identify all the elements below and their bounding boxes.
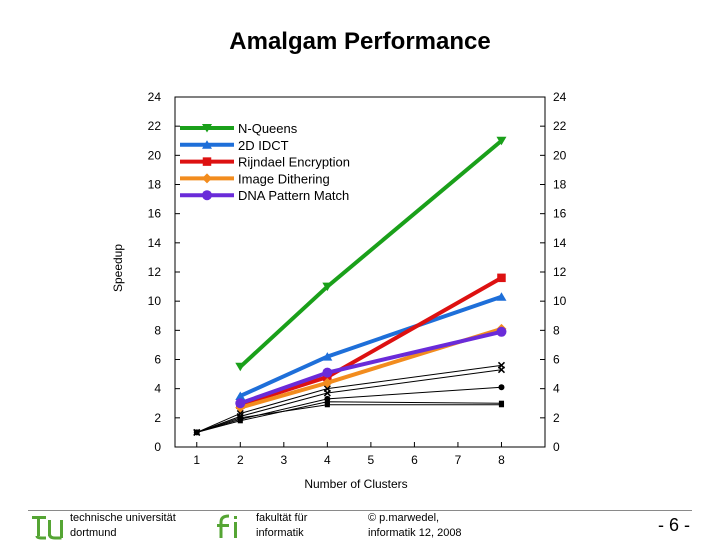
footer-copyright-line1: © p.marwedel, [368, 512, 440, 524]
series-point-n-queens [235, 362, 246, 372]
y-tick-label: 18 [148, 178, 162, 192]
y-tick-label: 14 [148, 236, 162, 250]
x-axis-label: Number of Clusters [304, 477, 407, 491]
fi-logo-icon [217, 514, 237, 538]
minor-series-point [236, 409, 244, 417]
series-point-2d-idct [235, 391, 246, 400]
series-line-2d-idct [239, 294, 503, 398]
minor-series-point [323, 385, 331, 393]
footer-copyright-line2: informatik 12, 2008 [368, 527, 462, 539]
series-point-2d-idct [322, 352, 333, 361]
y-tick-label-right: 14 [553, 236, 567, 250]
x-tick-label: 1 [193, 453, 200, 467]
y-tick-label: 20 [148, 148, 162, 162]
series-point-n-queens [322, 282, 333, 292]
series-point-dna-pattern-match [235, 398, 246, 409]
legend-label-2d-idct: 2D IDCT [238, 138, 289, 153]
y-tick-label: 10 [148, 294, 162, 308]
legend-marker-image-dithering [202, 173, 212, 184]
y-tick-label-right: 2 [553, 411, 560, 425]
y-tick-label-right: 22 [553, 119, 567, 133]
minor-series-point [498, 384, 505, 391]
x-tick-label: 2 [237, 453, 244, 467]
series-point-dna-pattern-match [322, 367, 333, 378]
x-tick-label: 7 [455, 453, 462, 467]
tu-logo-icon [32, 516, 63, 540]
legend-label-n-queens: N-Queens [238, 121, 298, 136]
minor-series-line [196, 386, 502, 433]
x-tick-label: 6 [411, 453, 418, 467]
x-tick-label: 4 [324, 453, 331, 467]
footer-faculty: fakultät für informatik [256, 511, 307, 541]
footer-faculty-line2: informatik [256, 527, 304, 539]
legend-marker-rijndael-encryption [202, 157, 212, 166]
series-point-image-dithering [322, 377, 333, 388]
minor-series-group [193, 361, 506, 436]
y-tick-label-right: 10 [553, 294, 567, 308]
y-tick-label-right: 16 [553, 207, 567, 221]
minor-series-point [324, 399, 330, 405]
y-tick-label: 0 [154, 440, 161, 454]
minor-series-line [196, 364, 502, 433]
series-point-n-queens [496, 136, 507, 146]
minor-series-line [196, 369, 502, 433]
footer-divider [28, 510, 692, 511]
page-number: - 6 - [657, 515, 690, 535]
footer-university-line2: dortmund [70, 527, 117, 539]
marker-stroke [323, 385, 331, 393]
minor-series-point [497, 361, 506, 369]
series-group [235, 136, 507, 413]
y-tick-label: 16 [148, 207, 162, 221]
y-tick-label: 22 [148, 119, 162, 133]
y-tick-label-right: 6 [553, 353, 560, 367]
minor-series-point [237, 418, 243, 424]
y-tick-label-right: 18 [553, 178, 567, 192]
x-tick-label: 8 [498, 453, 505, 467]
y-axis-label: Speedup [111, 243, 125, 293]
footer-university: technische universität dortmund [70, 511, 176, 541]
series-point-2d-idct [496, 292, 507, 301]
y-tick-label: 8 [154, 323, 161, 337]
y-tick-label: 4 [154, 382, 161, 396]
y-tick-label-right: 20 [553, 148, 567, 162]
legend-label-image-dithering: Image Dithering [238, 171, 330, 186]
minor-series-point [498, 400, 505, 406]
y-tick-label: 12 [148, 265, 162, 279]
chart-legend: N-Queens 2D IDCT Rijndael EncryptionImage … [180, 121, 350, 203]
y-tick-label-right: 8 [553, 323, 560, 337]
footer-faculty-line1: fakultät für [256, 512, 308, 524]
legend-marker-n-queens [202, 124, 212, 133]
x-tick-label: 3 [280, 453, 287, 467]
y-tick-label-right: 0 [553, 440, 560, 454]
footer-university-line1: technische universität [70, 512, 176, 524]
x-tick-label: 5 [368, 453, 375, 467]
minor-series-line [196, 401, 502, 433]
y-tick-label: 24 [148, 90, 162, 104]
footer-copyright: © p.marwedel, informatik 12, 2008 [368, 511, 462, 541]
y-tick-label-right: 4 [553, 382, 560, 396]
y-tick-label: 2 [154, 411, 161, 425]
slide-title: Amalgam Performance [229, 28, 491, 55]
minor-series-point [324, 402, 330, 408]
y-tick-label-right: 12 [553, 265, 567, 279]
series-point-dna-pattern-match [496, 326, 507, 337]
series-point-rijndael-encryption [497, 273, 506, 283]
legend-label-dna-pattern-match: DNA Pattern Match [238, 188, 349, 203]
y-tick-label-right: 24 [553, 90, 567, 104]
marker-stroke [497, 361, 506, 369]
minor-series-point [194, 429, 200, 435]
marker-stroke [236, 409, 244, 417]
legend-label-rijndael-encryption: Rijndael Encryption [238, 155, 350, 170]
legend-marker-2d-idct [202, 140, 212, 149]
legend-marker-dna-pattern-match [202, 190, 212, 201]
y-tick-label: 6 [154, 353, 161, 367]
